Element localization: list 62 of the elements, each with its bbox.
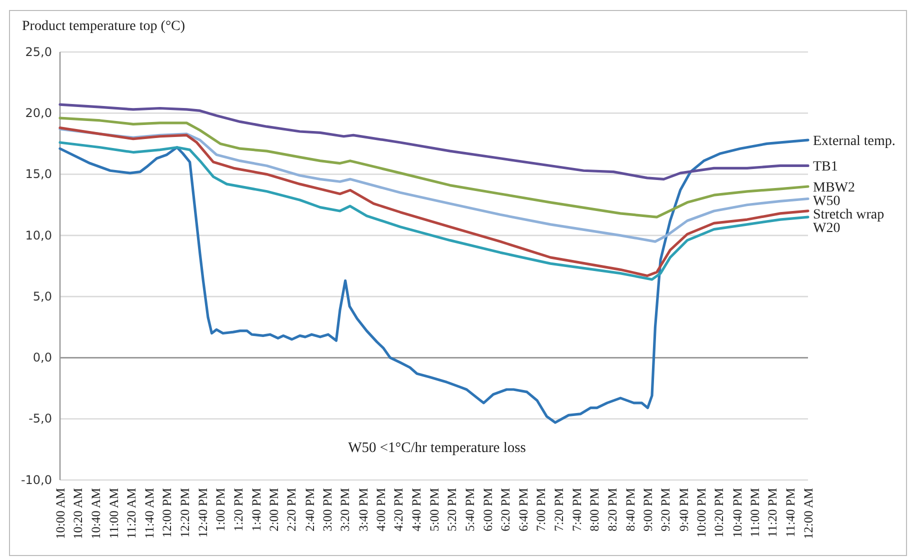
y-tick-label: -5,0 xyxy=(28,412,52,426)
x-tick-label: 3:20 PM xyxy=(338,488,352,532)
annotation: W50 <1°C/hr temperature loss xyxy=(348,440,526,456)
series-label: MBW2 xyxy=(813,180,855,196)
x-tick-label: 7:00 PM xyxy=(534,488,548,532)
x-tick-label: 3:40 PM xyxy=(356,488,370,532)
line-series xyxy=(58,138,810,424)
x-tick-label: 12:20 PM xyxy=(178,488,192,538)
x-tick-label: 11:00 PM xyxy=(748,488,762,538)
y-tick-label: 0,0 xyxy=(32,350,52,365)
x-tick-label: 10:00 AM xyxy=(53,488,68,540)
x-tick-label: 5:40 PM xyxy=(463,488,478,532)
x-tick-label: 3:00 PM xyxy=(320,488,335,532)
x-tick-label: 7:20 PM xyxy=(552,488,566,532)
line-series xyxy=(58,103,810,180)
x-tick-label: 5:00 PM xyxy=(427,488,442,532)
y-tick-label: 15,0 xyxy=(25,167,52,182)
y-tick-label: 25,0 xyxy=(25,44,52,59)
x-tick-label: 1:20 PM xyxy=(231,488,246,532)
series-label: W50 xyxy=(813,194,840,209)
x-tick-label: 1:40 PM xyxy=(249,488,264,532)
series-label: External temp. xyxy=(813,134,896,149)
x-tick-label: 8:40 PM xyxy=(623,488,638,532)
x-tick-label: 4:20 PM xyxy=(392,488,406,532)
x-tick-label: 6:20 PM xyxy=(498,488,512,532)
y-axis-title: Product temperature top (°C) xyxy=(22,19,186,34)
x-tick-label: 9:00 PM xyxy=(641,488,656,532)
series-label: Stretch wrap xyxy=(813,207,884,222)
line-series xyxy=(58,116,810,218)
x-tick-label: 12:00 PM xyxy=(160,488,174,538)
x-tick-label: 11:20 AM xyxy=(124,488,138,539)
x-tick-label: 11:40 AM xyxy=(142,488,157,539)
x-tick-label: 2:20 PM xyxy=(284,488,299,532)
y-tick-label: 20,0 xyxy=(25,106,52,120)
y-tick-label: -10,0 xyxy=(20,472,52,487)
series-label: TB1 xyxy=(813,160,838,175)
x-tick-label: 7:40 PM xyxy=(570,488,584,532)
series-label: W20 xyxy=(813,220,840,236)
x-tick-label: 9:20 PM xyxy=(658,488,673,532)
x-tick-label: 10:00 PM xyxy=(694,488,709,538)
x-tick-label: 12:00 AM xyxy=(801,488,816,540)
x-tick-label: 12:40 PM xyxy=(196,488,210,538)
x-tick-label: 11:40 PM xyxy=(784,488,798,538)
x-tick-label: 8:20 PM xyxy=(605,488,620,532)
x-tick-label: 6:40 PM xyxy=(516,488,531,532)
x-tick-label: 11:20 PM xyxy=(766,488,780,538)
x-tick-label: 11:00 AM xyxy=(106,488,121,539)
x-tick-label: 2:40 PM xyxy=(302,488,317,532)
y-tick-label: 10,0 xyxy=(25,228,52,242)
x-tick-label: 1:00 PM xyxy=(214,488,228,532)
y-tick-label: 5,0 xyxy=(32,289,52,304)
x-tick-label: 10:40 PM xyxy=(730,488,744,538)
x-tick-label: 10:20 PM xyxy=(712,488,726,538)
x-tick-label: 10:40 AM xyxy=(89,488,104,540)
x-tick-label: 9:40 PM xyxy=(676,488,691,532)
x-tick-label: 5:20 PM xyxy=(445,488,460,532)
x-tick-label: 4:40 PM xyxy=(410,488,424,532)
x-tick-label: 8:00 PM xyxy=(588,488,602,532)
x-tick-label: 10:20 AM xyxy=(71,488,86,540)
x-tick-label: 4:00 PM xyxy=(374,488,388,532)
x-tick-label: 2:00 PM xyxy=(267,488,282,532)
x-tick-label: 6:00 PM xyxy=(480,488,495,532)
